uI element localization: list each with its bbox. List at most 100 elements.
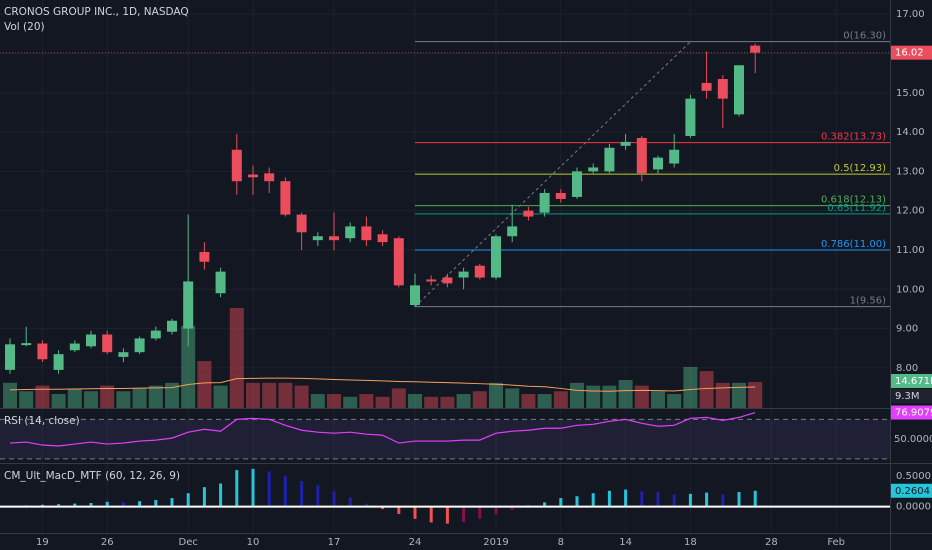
value-badge [891,405,932,420]
fib-label: 0.382(13.73) [821,132,886,143]
macd-bar [575,496,579,507]
candle-body [523,210,534,217]
volume-bar [132,388,147,408]
macd-bar [300,481,304,507]
macd-bar [332,491,336,507]
candle-body [345,226,356,239]
x-tick-label: 28 [765,537,778,548]
x-tick-label: 17 [328,537,341,548]
fib-label: 0(16.30) [843,31,886,42]
macd-bar [186,493,190,507]
candle-body [669,149,680,164]
volume-bar [229,307,244,408]
volume-bar [748,382,763,408]
candle-body [102,334,113,353]
x-tick-label: Feb [827,537,845,548]
x-tick-label: 18 [684,537,697,548]
candle-body [150,330,161,339]
macd-bar [138,501,142,507]
macd-bar [543,502,547,507]
macd-bar [494,506,498,514]
x-tick-label: 8 [558,537,564,548]
candle-body [312,236,323,241]
candle-body [21,343,32,346]
volume-bar [732,382,746,408]
fib-label: 0.65(11.92) [827,203,886,214]
volume-bar [699,371,714,408]
candle-body [329,236,339,241]
fib-trend-line [414,41,691,307]
volume-bar [424,396,439,408]
x-tick-label: 24 [409,537,422,548]
candle-body [377,234,388,243]
volume-bar [246,382,260,408]
x-tick-label: 19 [36,537,49,548]
macd-bar [737,492,741,507]
candle-body [539,192,550,213]
candle-body [636,137,647,174]
candle-body [491,236,501,278]
volume-ma-line [9,377,756,392]
candle-body [393,238,404,286]
candle-body [231,149,242,182]
macd-bar [591,493,595,507]
volume-bar [165,382,179,408]
x-tick-label: Dec [179,537,198,548]
volume-bar [148,385,163,408]
volume-bar [359,394,374,408]
candle-body [734,65,744,115]
volume-bar [197,361,212,408]
y-tick-label: 11.00 [896,245,925,256]
y-tick-label: 12.00 [896,206,925,217]
macd-bar [283,476,287,507]
candle-body [474,265,485,278]
rsi-band [0,419,890,459]
candle-body [134,338,145,353]
value-badge-label: 9.3M [895,391,920,402]
volume-title: Vol (20) [4,21,45,33]
macd-bar [429,506,433,523]
candle-body [604,147,615,172]
candle-body [442,277,453,284]
macd-bar [462,506,466,522]
volume-bar [489,382,503,408]
rsi-title: RSI (14, close) [4,415,80,427]
macd-bar [316,485,320,507]
volume-bar [3,382,17,408]
macd-bar [267,471,271,507]
macd-bar [381,506,385,510]
value-badge-label: 0.2604 [895,486,930,497]
chart-title: CRONOS GROUP INC., 1D, NASDAQ [4,6,189,18]
candle-body [118,352,129,357]
macd-bar [105,501,109,507]
macd-bar [154,499,158,507]
volume-bar [327,394,341,408]
macd-bar [57,504,61,507]
candle-body [701,82,712,91]
volume-bar [602,385,617,408]
candle-body [183,281,194,329]
y-tick-label: 10.00 [896,284,925,295]
value-badge-label: 16.02 [895,48,924,59]
y-tick-label: 14.00 [896,127,925,138]
fib-label: 0.5(12.93) [834,163,886,174]
candle-body [507,226,518,237]
candle-body [685,98,696,136]
value-badge [891,374,932,388]
value-badge-label: 14.671M [895,376,932,387]
volume-bar [651,391,665,408]
y-tick-label: 0.5000 [896,471,931,482]
macd-bar [348,497,352,507]
volume-bar [586,385,601,408]
candle-body [410,285,420,306]
volume-bar [294,385,309,408]
y-tick-label: 15.00 [896,88,925,99]
candle-body [555,192,566,199]
x-tick-label: 2019 [483,537,508,548]
macd-bar [656,492,660,507]
macd-bar [219,483,223,507]
volume-bar [181,325,196,408]
candle-body [37,343,48,360]
candle-body [215,271,226,294]
